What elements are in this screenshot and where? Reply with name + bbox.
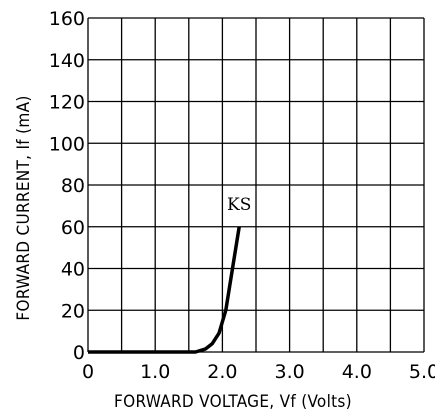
x-tick-label: 5.0 [409, 361, 435, 383]
y-tick-label: 0 [73, 342, 85, 364]
x-tick-label: 2.0 [207, 361, 237, 383]
x-axis-label: FORWARD VOLTAGE, Vf (Volts) [114, 392, 352, 412]
x-tick-labels: 0 1.0 2.0 3.0 4.0 5.0 [82, 361, 435, 383]
x-tick-label: 0 [82, 361, 94, 383]
x-tick-label: 1.0 [140, 361, 170, 383]
y-axis-label: FORWARD CURRENT, If (mA) [14, 95, 34, 320]
y-tick-label: 80 [61, 175, 85, 197]
grid-layer [87, 17, 425, 353]
y-tick-label: 140 [49, 50, 85, 72]
series-layer: KS [88, 195, 251, 354]
y-tick-label: 100 [49, 133, 85, 155]
y-tick-label: 40 [61, 259, 85, 281]
y-tick-label: 120 [49, 92, 85, 114]
series-line-ks [88, 226, 241, 354]
y-tick-label: 20 [61, 300, 85, 322]
x-tick-label: 4.0 [342, 361, 372, 383]
y-tick-labels: 0 20 40 60 80 100 120 140 160 [49, 8, 85, 364]
y-tick-label: 60 [61, 217, 85, 239]
series-label: KS [227, 195, 251, 215]
y-tick-label: 160 [49, 8, 85, 30]
x-tick-label: 3.0 [274, 361, 304, 383]
